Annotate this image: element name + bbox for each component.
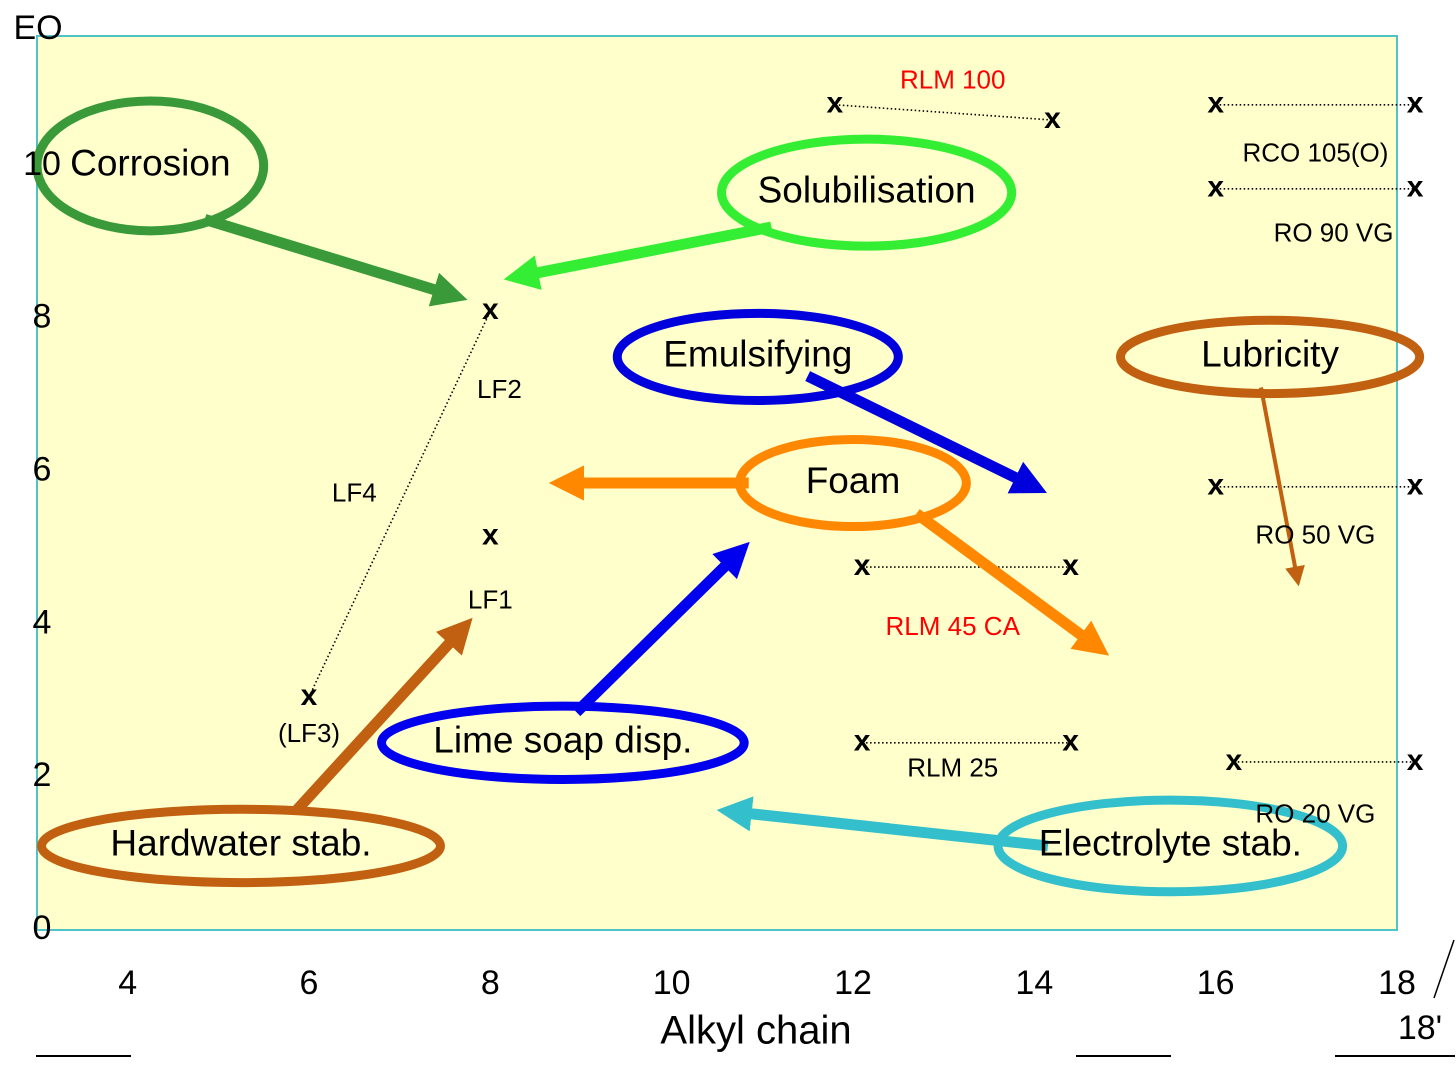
annotation-label: Corrosion <box>70 143 230 184</box>
data-point: x <box>1407 469 1424 502</box>
data-point: x <box>1207 171 1224 204</box>
annotation-arrow <box>203 214 468 307</box>
point-label: RO 90 VG <box>1274 218 1394 248</box>
annotation-arrow <box>572 541 750 717</box>
annotation-arrow <box>913 509 1110 656</box>
axis-break-mark <box>1433 939 1455 999</box>
data-point: x <box>1062 549 1079 582</box>
annotation-label: Foam <box>806 460 901 501</box>
data-point: x <box>1062 725 1079 758</box>
y-tick-label: 0 <box>33 909 52 947</box>
point-label: RLM 45 CA <box>886 611 1021 641</box>
data-point: x <box>1207 87 1224 120</box>
point-label: RO 20 VG <box>1255 798 1375 828</box>
y-tick-label: 2 <box>33 756 52 794</box>
point-label: LF1 <box>468 584 513 614</box>
x-tick-label: 18 <box>1378 964 1416 1002</box>
annotation-ellipse <box>377 701 749 784</box>
y-tick-label: 4 <box>33 603 52 641</box>
annotation-label: Hardwater stab. <box>110 823 371 864</box>
x-tick-label: 10 <box>653 964 691 1002</box>
annotation-label: Lubricity <box>1201 334 1339 375</box>
annotation-ellipse <box>993 795 1348 897</box>
point-label: RCO 105(O) <box>1242 137 1388 167</box>
annotation-label: Lime soap disp. <box>433 720 692 761</box>
x-tick-label: 8 <box>481 964 500 1002</box>
x-axis-title: Alkyl chain <box>660 1009 851 1053</box>
y-tick-label: 6 <box>33 451 52 489</box>
data-point: x <box>301 679 318 712</box>
annotation-ellipse <box>735 434 971 532</box>
x-tick-label: 16 <box>1197 964 1235 1002</box>
annotation-label: Emulsifying <box>663 334 852 375</box>
data-point: x <box>482 518 499 551</box>
data-point: x <box>854 549 871 582</box>
annotation-ellipse <box>612 308 903 405</box>
point-label: (LF3) <box>278 718 340 748</box>
series-line <box>308 310 492 698</box>
point-label: RO 50 VG <box>1255 519 1375 549</box>
point-label: RLM 100 <box>900 65 1006 95</box>
x-tick-label: 4 <box>118 964 137 1002</box>
annotation-ellipse <box>37 804 445 888</box>
x-tick-label: 14 <box>1015 964 1053 1002</box>
annotation-arrow <box>1259 387 1305 587</box>
y-tick-label: 8 <box>33 298 52 336</box>
data-point: x <box>1407 744 1424 777</box>
point-label: LF4 <box>332 477 377 507</box>
y-tick-label: 10 <box>23 145 61 183</box>
data-point: x <box>854 725 871 758</box>
x-tick-label-extra: 18' <box>1398 1009 1442 1047</box>
annotation-label: Solubilisation <box>758 169 976 210</box>
data-point: x <box>1407 87 1424 120</box>
annotation-ellipse <box>1115 315 1425 399</box>
data-point: x <box>1207 469 1224 502</box>
annotation-ellipse <box>32 96 269 236</box>
data-point: x <box>1407 171 1424 204</box>
point-label: LF2 <box>477 374 522 404</box>
x-tick-label: 12 <box>834 964 872 1002</box>
data-point: x <box>482 293 499 326</box>
annotation-label: Electrolyte stab. <box>1039 823 1302 864</box>
data-point: x <box>1225 744 1242 777</box>
x-tick-label: 6 <box>300 964 319 1002</box>
y-axis-title: EO <box>13 9 62 47</box>
annotation-arrow <box>503 221 773 290</box>
point-label: RLM 25 <box>907 752 998 782</box>
data-point: x <box>827 87 844 120</box>
series-line <box>834 103 1053 121</box>
data-point: x <box>1044 102 1061 135</box>
annotation-arrow <box>291 617 473 816</box>
annotation-ellipse <box>717 134 1017 251</box>
